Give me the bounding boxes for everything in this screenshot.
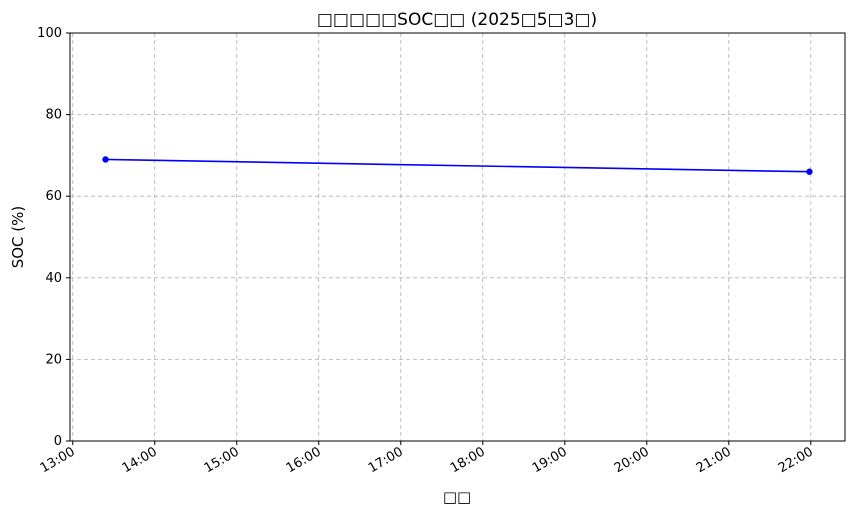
- x-tick-label: 17:00: [366, 444, 406, 476]
- data-point: [102, 156, 109, 163]
- series-line: [105, 158, 810, 173]
- x-tick-label: 22:00: [776, 444, 816, 476]
- y-tick-label: 0: [54, 434, 62, 449]
- x-tick-label: 21:00: [694, 444, 734, 476]
- x-tick-label: 15:00: [202, 444, 242, 476]
- series-group: [102, 156, 813, 175]
- y-tick-label: 100: [37, 26, 62, 41]
- x-tick-label: 18:00: [448, 444, 488, 476]
- x-axis-label: □□: [443, 488, 471, 506]
- y-tick-label: 80: [45, 108, 62, 123]
- x-tick-label: 19:00: [530, 444, 570, 476]
- y-tick-label: 20: [45, 352, 62, 367]
- y-axis-label: SOC (%): [9, 206, 27, 269]
- x-tick-label: 16:00: [284, 444, 324, 476]
- x-axis: 13:00 14:00 15:00 16:00 17:00 18:00 19:00 20:00…: [38, 441, 816, 476]
- y-axis: 0 20 40 60 80 100: [37, 26, 70, 449]
- x-tick-label: 13:00: [38, 444, 78, 476]
- plot-frame: [69, 32, 846, 442]
- grid-lines: [70, 33, 845, 441]
- y-tick-label: 40: [45, 271, 62, 286]
- chart-title: □□□□□SOC□□ (2025□5□3□): [317, 10, 597, 30]
- data-point: [806, 168, 813, 175]
- y-tick-label: 60: [45, 189, 62, 204]
- x-tick-label: 14:00: [120, 444, 160, 476]
- x-tick-label: 20:00: [612, 444, 652, 476]
- plot-background: [70, 33, 845, 441]
